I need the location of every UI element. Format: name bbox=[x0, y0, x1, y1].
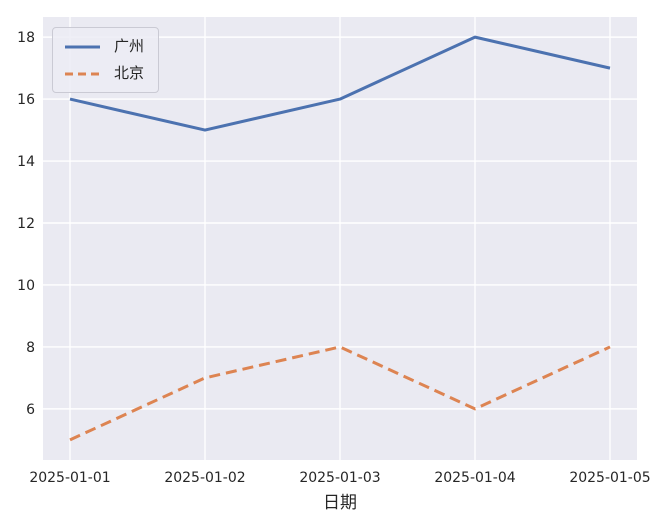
series-line-beijing bbox=[69, 345, 611, 442]
x-tick-label: 2025-01-01 bbox=[29, 470, 110, 486]
y-tick-label: 12 bbox=[17, 216, 35, 232]
y-tick-label: 14 bbox=[17, 154, 35, 170]
legend-label-guangzhou: 广州 bbox=[114, 37, 145, 55]
legend-item-beijing: 北京 bbox=[64, 63, 144, 84]
y-tick-label: 16 bbox=[17, 92, 35, 108]
x-tick-label: 2025-01-04 bbox=[434, 470, 515, 486]
y-tick-label: 8 bbox=[26, 340, 35, 356]
y-tick-label: 18 bbox=[17, 30, 35, 46]
beijing-line-sample-icon bbox=[65, 72, 100, 75]
guangzhou-line-sample-icon bbox=[65, 45, 100, 48]
x-tick-label: 2025-01-05 bbox=[569, 470, 650, 486]
legend-label-beijing: 北京 bbox=[114, 64, 145, 82]
legend-box: 广州 北京 bbox=[52, 27, 160, 93]
legend-item-guangzhou: 广州 bbox=[64, 36, 144, 57]
x-tick-label: 2025-01-03 bbox=[299, 470, 380, 486]
y-tick-label: 6 bbox=[26, 402, 35, 418]
x-axis-title: 日期 bbox=[323, 493, 357, 513]
y-tick-label: 10 bbox=[17, 278, 35, 294]
x-tick-label: 2025-01-02 bbox=[164, 470, 245, 486]
series-line-guangzhou bbox=[69, 35, 611, 132]
